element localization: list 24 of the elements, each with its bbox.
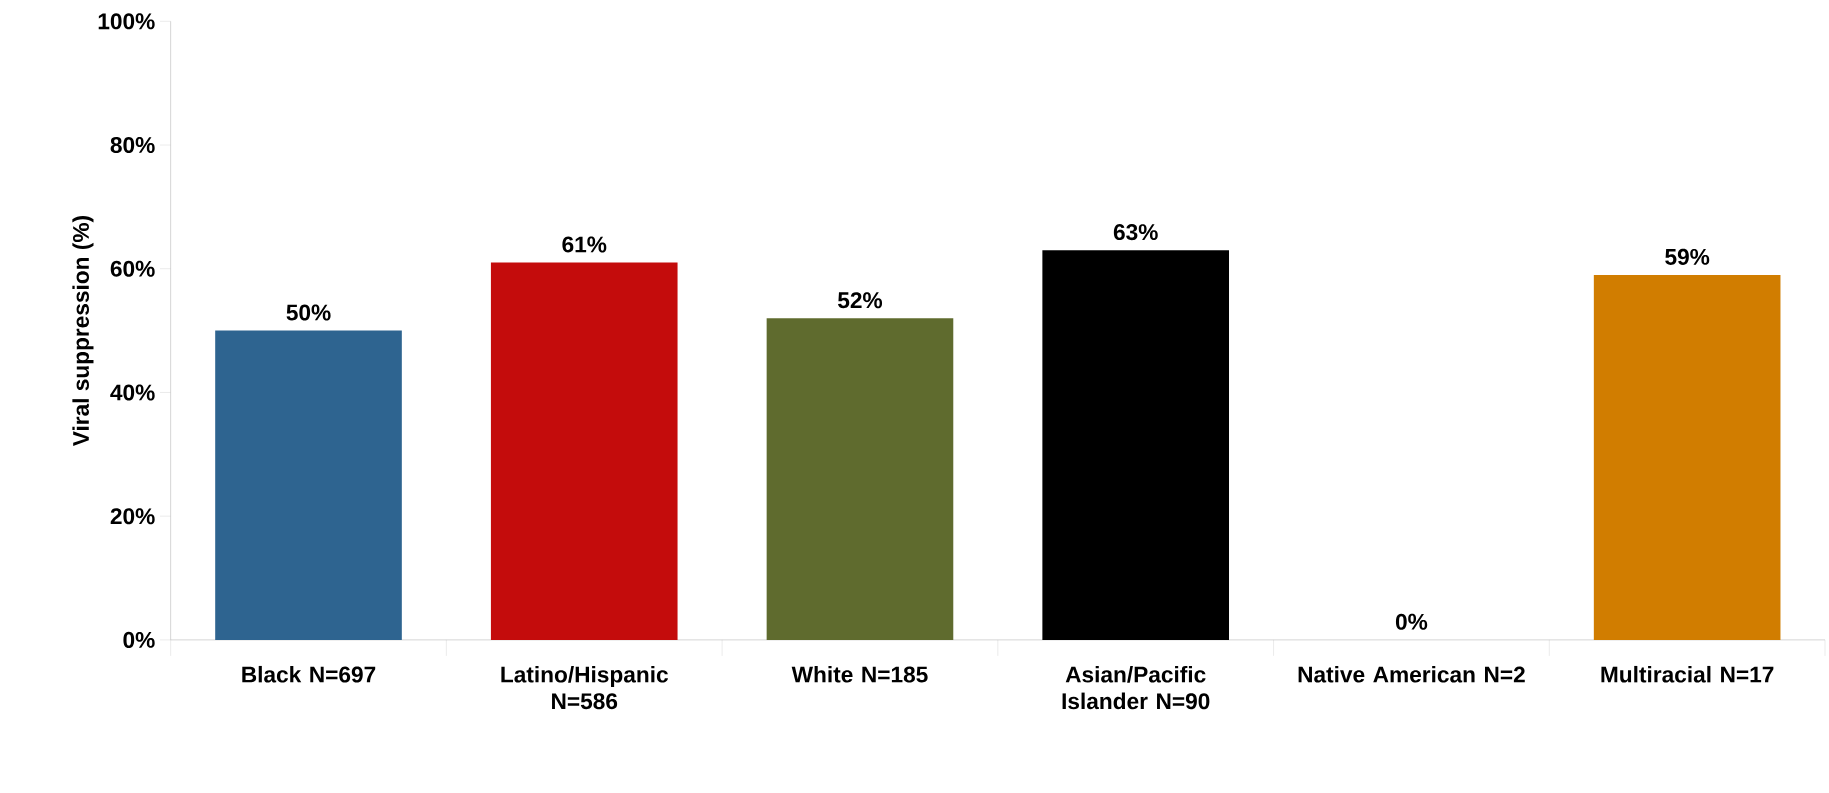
data-label: 0% (1395, 613, 1428, 630)
y-tick-label: 0% (123, 631, 155, 648)
data-label: 63% (1113, 223, 1158, 241)
y-tick-label: 100% (98, 13, 155, 30)
bar (1593, 274, 1781, 640)
data-label: 52% (837, 292, 883, 309)
bar (490, 262, 678, 640)
data-label: 50% (286, 304, 331, 321)
x-tick-label: Asian/Pacific Islander N=90 (1062, 665, 1210, 710)
x-tick-label: White N=185 (791, 665, 928, 683)
bar (766, 318, 954, 640)
x-tick-label: Multiracial N=17 (1601, 665, 1774, 683)
y-tick-label: 80% (110, 136, 155, 153)
bar (215, 330, 402, 640)
bar (1042, 250, 1230, 640)
x-tick-label: Latino/Hispanic N=586 (501, 665, 668, 710)
x-tick-label: Black N=697 (242, 665, 376, 683)
data-label: 61% (562, 236, 607, 253)
x-tick-label: Native American N=2 (1298, 665, 1525, 683)
y-tick-label: 20% (110, 508, 155, 525)
y-tick-label: 60% (110, 260, 155, 277)
y-axis-title: Viral suppression (%) (72, 216, 94, 447)
y-tick-label: 40% (110, 384, 155, 401)
data-label: 59% (1665, 248, 1710, 265)
